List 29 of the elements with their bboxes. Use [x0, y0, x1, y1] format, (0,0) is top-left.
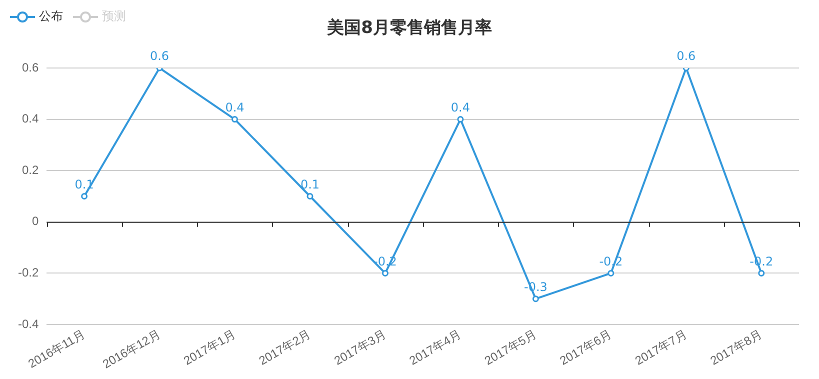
- y-tick-label: 0: [32, 214, 39, 228]
- point: [306, 193, 314, 200]
- y-tick-label: 0.4: [22, 112, 39, 126]
- point: [608, 270, 614, 276]
- x-tick-label: 2017年2月: [256, 327, 314, 368]
- y-tick-label: 0.6: [22, 60, 39, 74]
- y-tick-label: 0.2: [22, 162, 39, 177]
- chart-title: 美国8月零售销售月率: [327, 18, 492, 38]
- point: [532, 296, 539, 302]
- point: [232, 116, 238, 123]
- point: [81, 193, 88, 200]
- x-tick-label: 2017年8月: [708, 327, 765, 368]
- data-label: 0.6: [150, 49, 170, 64]
- y-tick-label: -0.2: [18, 266, 39, 280]
- x-tick-label: 2017年4月: [406, 327, 464, 368]
- data-label: 0.1: [300, 177, 320, 192]
- data-label: 0.4: [450, 100, 470, 114]
- point: [457, 116, 464, 123]
- x-tick-label: 2017年7月: [632, 327, 690, 368]
- x-tick-label: 2017年3月: [332, 327, 388, 368]
- data-label: 0.4: [225, 100, 244, 114]
- point: [758, 270, 765, 276]
- x-tick-label: 2017年6月: [557, 327, 614, 368]
- x-tick-label: 2016年12月: [100, 327, 163, 372]
- legend-label: 公布: [39, 8, 63, 25]
- x-tick-label: 2017年5月: [482, 327, 539, 368]
- data-label: 0.6: [676, 49, 696, 64]
- point: [382, 270, 388, 276]
- x-tick-label: 2017年1月: [181, 327, 238, 368]
